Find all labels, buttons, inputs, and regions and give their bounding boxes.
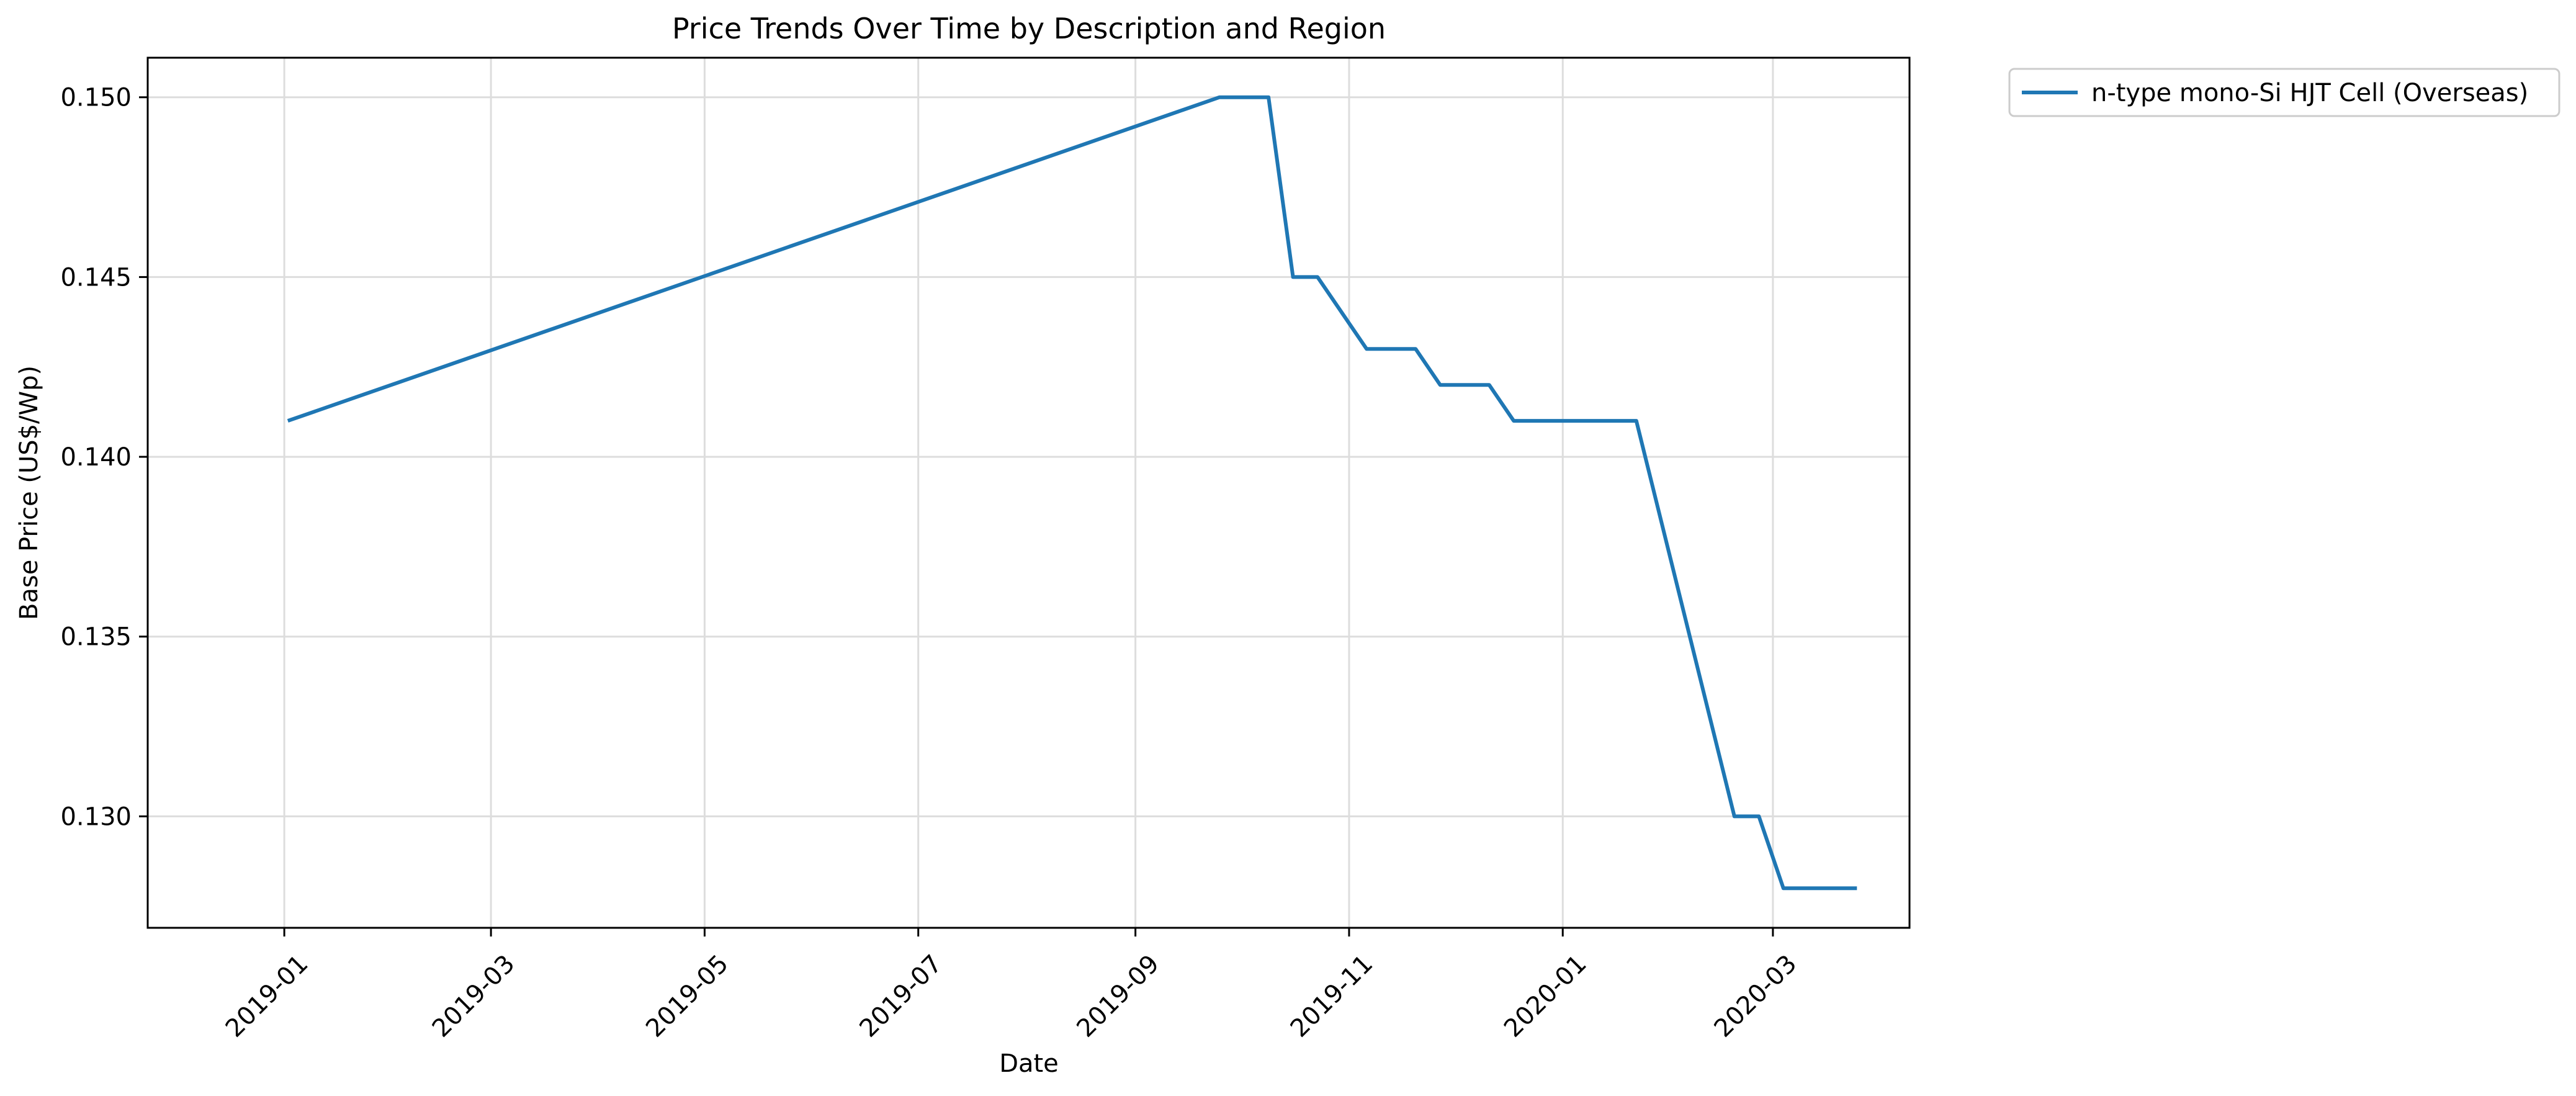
y-axis-label: Base Price (US$/Wp) (15, 366, 43, 620)
legend-box (2008, 68, 2560, 117)
x-tick-label: 2019-07 (854, 950, 948, 1043)
chart-title: Price Trends Over Time by Description an… (672, 12, 1386, 45)
plot-frame (146, 56, 1911, 929)
y-tick-label: 0.130 (60, 802, 132, 831)
grid-layer (148, 58, 1910, 928)
y-tick-label: 0.145 (60, 263, 132, 292)
x-tick-label: 2019-01 (220, 950, 314, 1043)
tick-layer: 2019-01 2019-03 2019-05 2019-07 2019-09 2019-… (60, 84, 1802, 1043)
series-layer (287, 95, 1857, 891)
legend-label: n-type mono-Si HJT Cell (Overseas) (2091, 79, 2528, 107)
x-tick-label: 2019-05 (640, 950, 734, 1043)
x-tick-label: 2020-01 (1499, 950, 1592, 1043)
y-tick-label: 0.140 (60, 443, 132, 472)
x-tick-label: 2020-03 (1709, 950, 1803, 1043)
y-tick-label: 0.135 (60, 623, 132, 652)
y-tick-label: 0.150 (60, 84, 132, 112)
x-tick-label: 2019-11 (1285, 950, 1379, 1043)
legend: n-type mono-Si HJT Cell (Overseas) (2008, 68, 2560, 117)
x-tick-label: 2019-03 (427, 950, 521, 1043)
x-axis-label: Date (999, 1049, 1059, 1078)
series-line (287, 95, 1857, 891)
x-tick-label: 2019-09 (1071, 950, 1165, 1043)
